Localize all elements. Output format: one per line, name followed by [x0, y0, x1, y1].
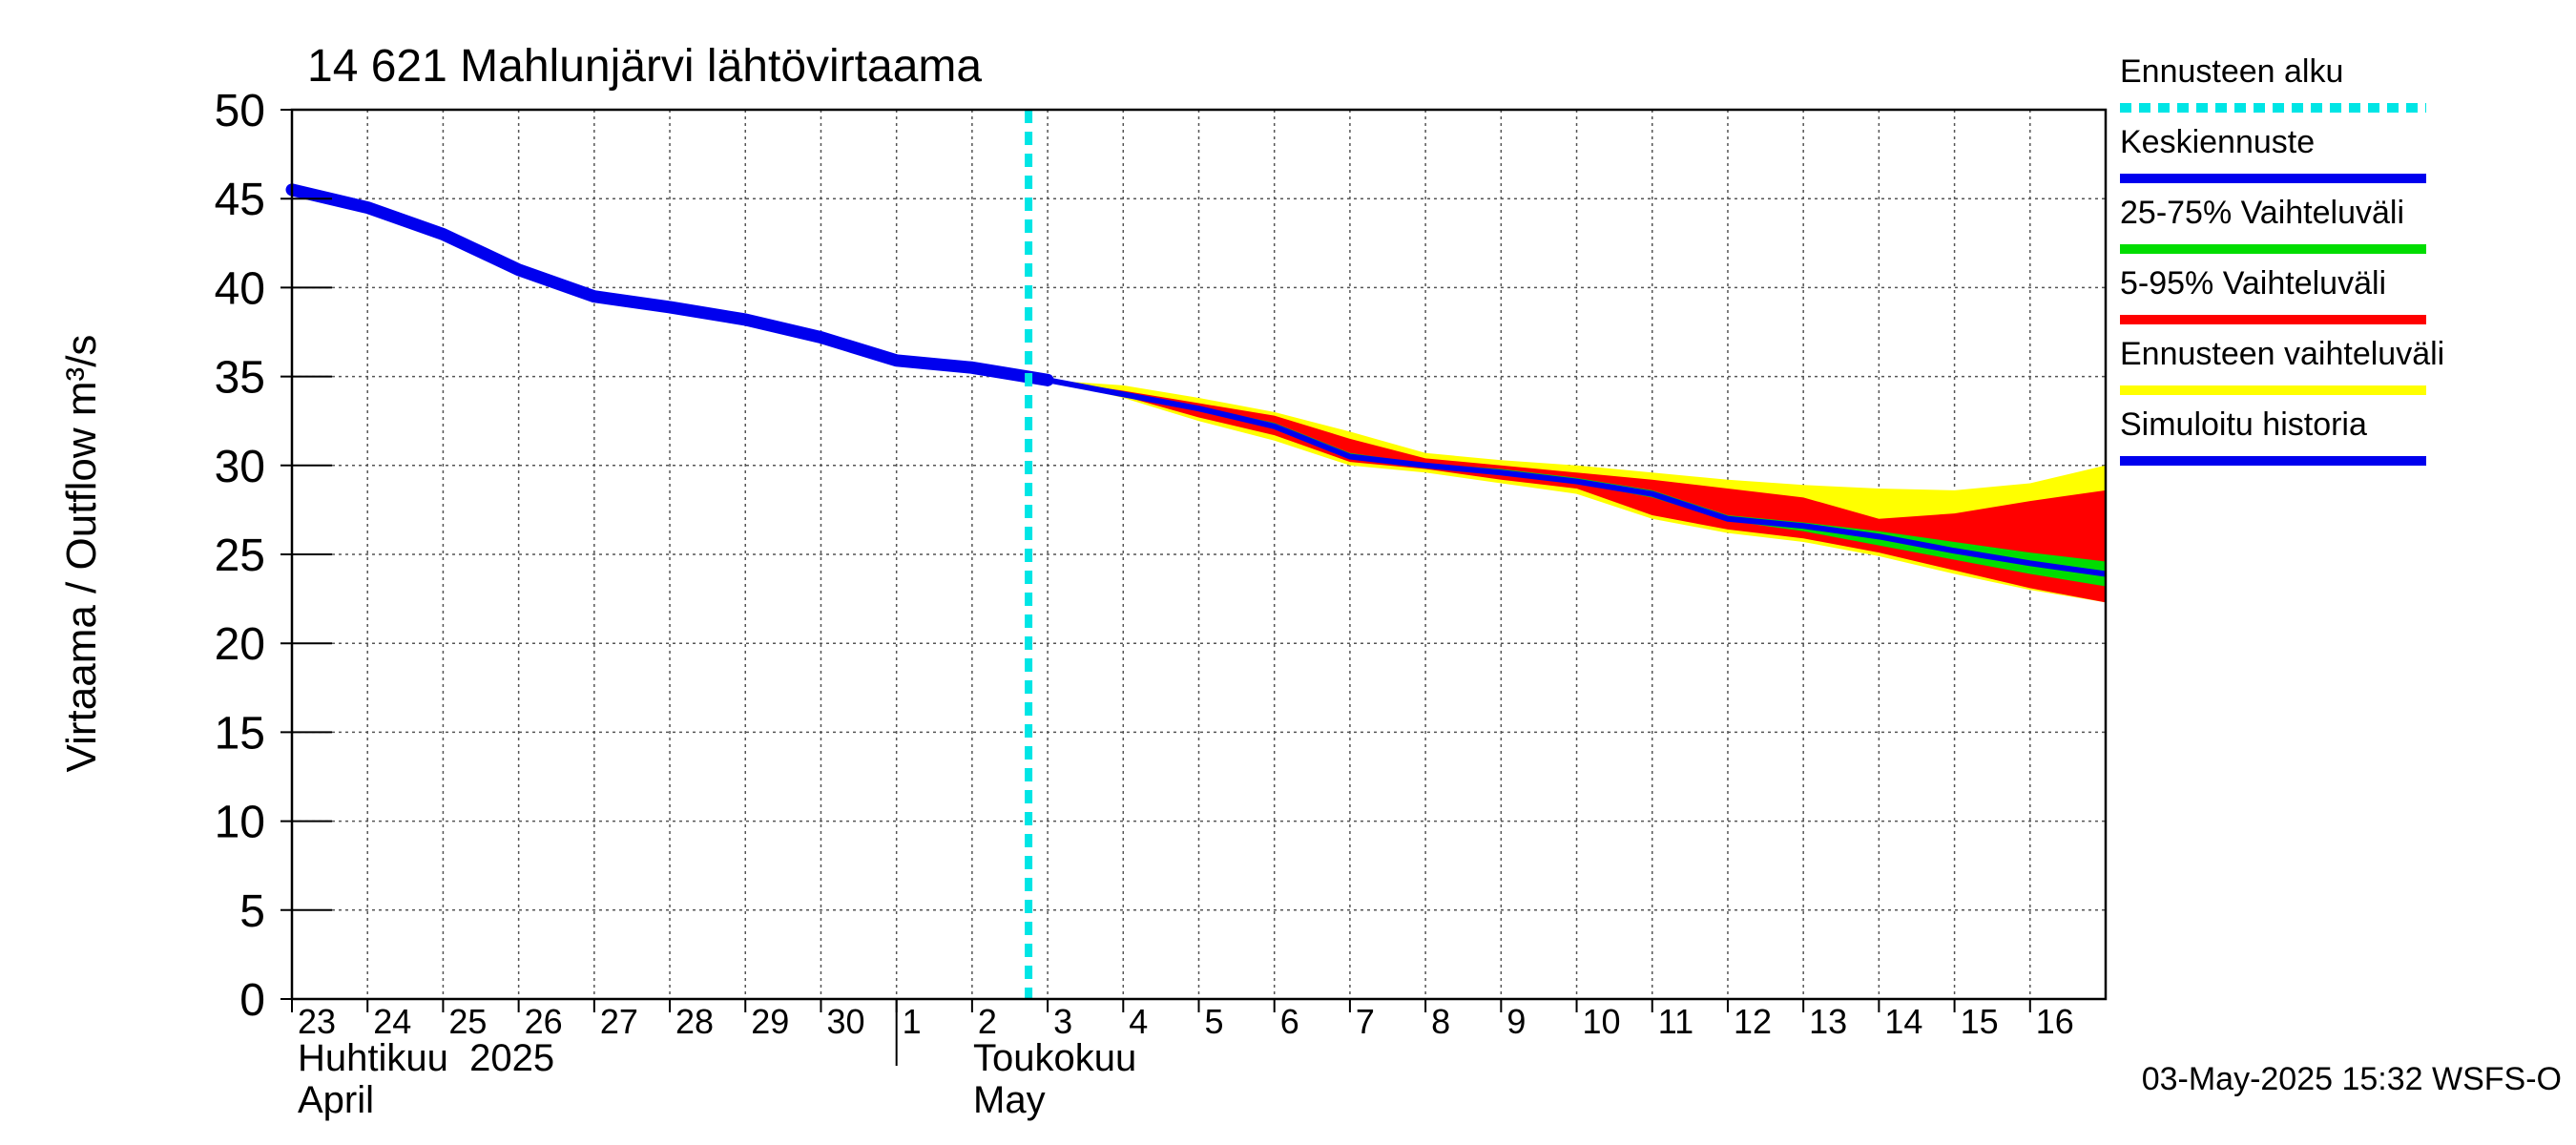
- x-tick-label-2025-05-07: 7: [1356, 1002, 1375, 1041]
- month-labels: Huhtikuu 2025 April Toukokuu May: [298, 1037, 1136, 1121]
- x-tick-label-2025-05-12: 12: [1734, 1002, 1772, 1041]
- month-label-may-fi: Toukokuu: [973, 1037, 1136, 1079]
- x-axis-ticks: 23 24 25 26 27 28 29 30 1 2 3 4 5 6 7 8 9 10 11 12 13 14 15 16: [291, 999, 2074, 1066]
- x-tick-label-2025-04-25: 25: [448, 1002, 487, 1041]
- x-tick-label-2025-05-09: 9: [1506, 1002, 1526, 1041]
- x-tick-label-2025-05-14: 14: [1884, 1002, 1922, 1041]
- y-tick-label-20: 20: [215, 619, 265, 670]
- y-axis-label: Virtaama / Outflow m³/s: [58, 335, 105, 773]
- y-tick-label-15: 15: [215, 708, 265, 759]
- legend-label-0: Ennusteen alku: [2120, 53, 2343, 90]
- x-tick-label-2025-05-01: 1: [903, 1002, 922, 1041]
- x-tick-label-2025-04-28: 28: [675, 1002, 714, 1041]
- x-tick-label-2025-05-11: 11: [1658, 1002, 1693, 1041]
- month-label-may-en: May: [973, 1079, 1046, 1121]
- x-tick-label-2025-05-13: 13: [1809, 1002, 1847, 1041]
- timestamp: 03-May-2025 15:32 WSFS-O: [2142, 1061, 2562, 1097]
- grid: [292, 110, 2106, 999]
- x-tick-label-2025-04-29: 29: [751, 1002, 789, 1041]
- x-tick-label-2025-04-26: 26: [525, 1002, 563, 1041]
- x-tick-label-2025-04-30: 30: [826, 1002, 864, 1041]
- y-tick-label-50: 50: [215, 86, 265, 136]
- y-tick-label-10: 10: [215, 798, 265, 848]
- x-tick-label-2025-05-08: 8: [1431, 1002, 1450, 1041]
- y-tick-label-25: 25: [215, 531, 265, 581]
- month-label-april-fi: Huhtikuu 2025: [298, 1037, 554, 1079]
- x-tick-label-2025-05-02: 2: [978, 1002, 997, 1041]
- y-tick-label-35: 35: [215, 353, 265, 404]
- x-tick-label-2025-05-05: 5: [1205, 1002, 1224, 1041]
- legend-label-4: Ennusteen vaihteluväli: [2120, 336, 2444, 372]
- chart-title: 14 621 Mahlunjärvi lähtövirtaama: [307, 41, 982, 92]
- x-tick-label-2025-04-24: 24: [373, 1002, 411, 1041]
- series-lines: [285, 110, 2107, 999]
- x-tick-label-2025-04-23: 23: [298, 1002, 336, 1041]
- line-keskiennuste: [1047, 377, 2107, 577]
- x-tick-label-2025-05-03: 3: [1053, 1002, 1072, 1041]
- legend-label-2: 25-75% Vaihteluväli: [2120, 195, 2404, 231]
- forecast-bands: [1048, 380, 2106, 603]
- x-tick-label-2025-05-06: 6: [1280, 1002, 1299, 1041]
- legend-label-3: 5-95% Vaihteluväli: [2120, 265, 2386, 302]
- y-tick-label-0: 0: [239, 975, 265, 1026]
- band-5-95-vaihteluv-li: [1048, 380, 2106, 603]
- y-axis-ticks: 0 5 10 15 20 25 30 35 40 45 50: [215, 86, 332, 1026]
- legend-label-5: Simuloitu historia: [2120, 406, 2367, 443]
- month-label-april-en: April: [298, 1079, 374, 1121]
- legend: Ennusteen alku Keskiennuste 25-75% Vaihtel…: [2120, 53, 2444, 466]
- x-tick-label-2025-05-10: 10: [1583, 1002, 1621, 1041]
- y-tick-label-5: 5: [239, 886, 265, 937]
- x-tick-label-2025-04-27: 27: [600, 1002, 638, 1041]
- y-tick-label-40: 40: [215, 263, 265, 314]
- line-simuloitu-historia: [285, 183, 1054, 386]
- y-tick-label-30: 30: [215, 442, 265, 492]
- x-tick-label-2025-05-16: 16: [2036, 1002, 2074, 1041]
- y-tick-label-45: 45: [215, 175, 265, 225]
- x-tick-label-2025-05-15: 15: [1961, 1002, 1999, 1041]
- x-tick-label-2025-05-04: 4: [1129, 1002, 1148, 1041]
- legend-label-1: Keskiennuste: [2120, 124, 2315, 160]
